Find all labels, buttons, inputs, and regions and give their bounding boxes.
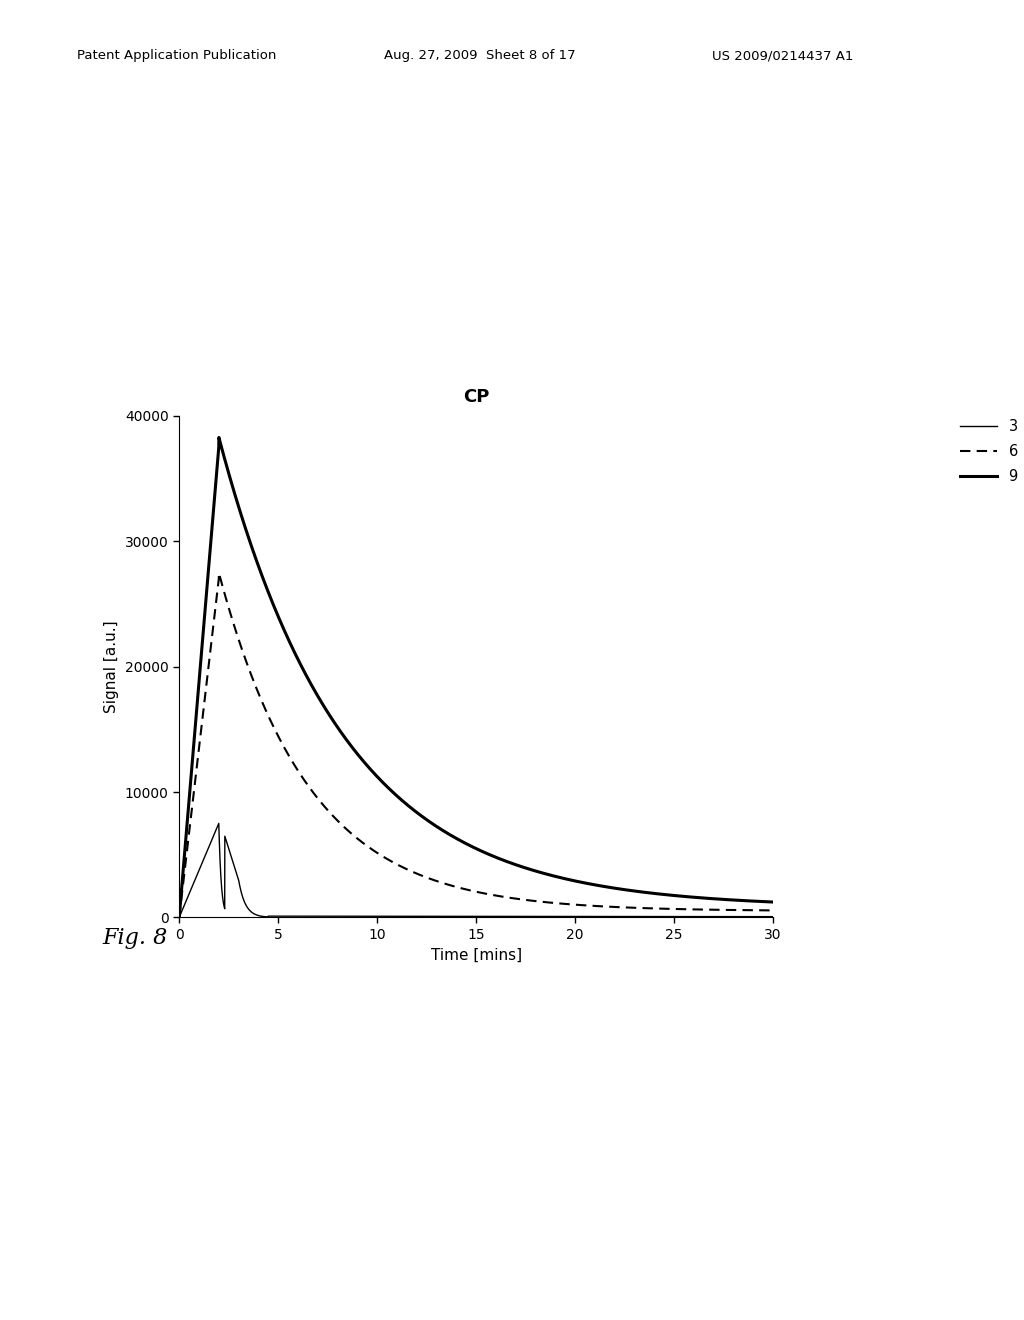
Text: Aug. 27, 2009  Sheet 8 of 17: Aug. 27, 2009 Sheet 8 of 17 xyxy=(384,49,575,62)
X-axis label: Time [mins]: Time [mins] xyxy=(431,948,521,962)
Legend: 3 mmol/kg, 6 mmol/kg, 9 mmol/kg: 3 mmol/kg, 6 mmol/kg, 9 mmol/kg xyxy=(954,413,1024,490)
Text: US 2009/0214437 A1: US 2009/0214437 A1 xyxy=(712,49,853,62)
Text: Patent Application Publication: Patent Application Publication xyxy=(77,49,276,62)
Y-axis label: Signal [a.u.]: Signal [a.u.] xyxy=(104,620,120,713)
Title: CP: CP xyxy=(463,388,489,407)
Text: Fig. 8: Fig. 8 xyxy=(102,927,168,949)
